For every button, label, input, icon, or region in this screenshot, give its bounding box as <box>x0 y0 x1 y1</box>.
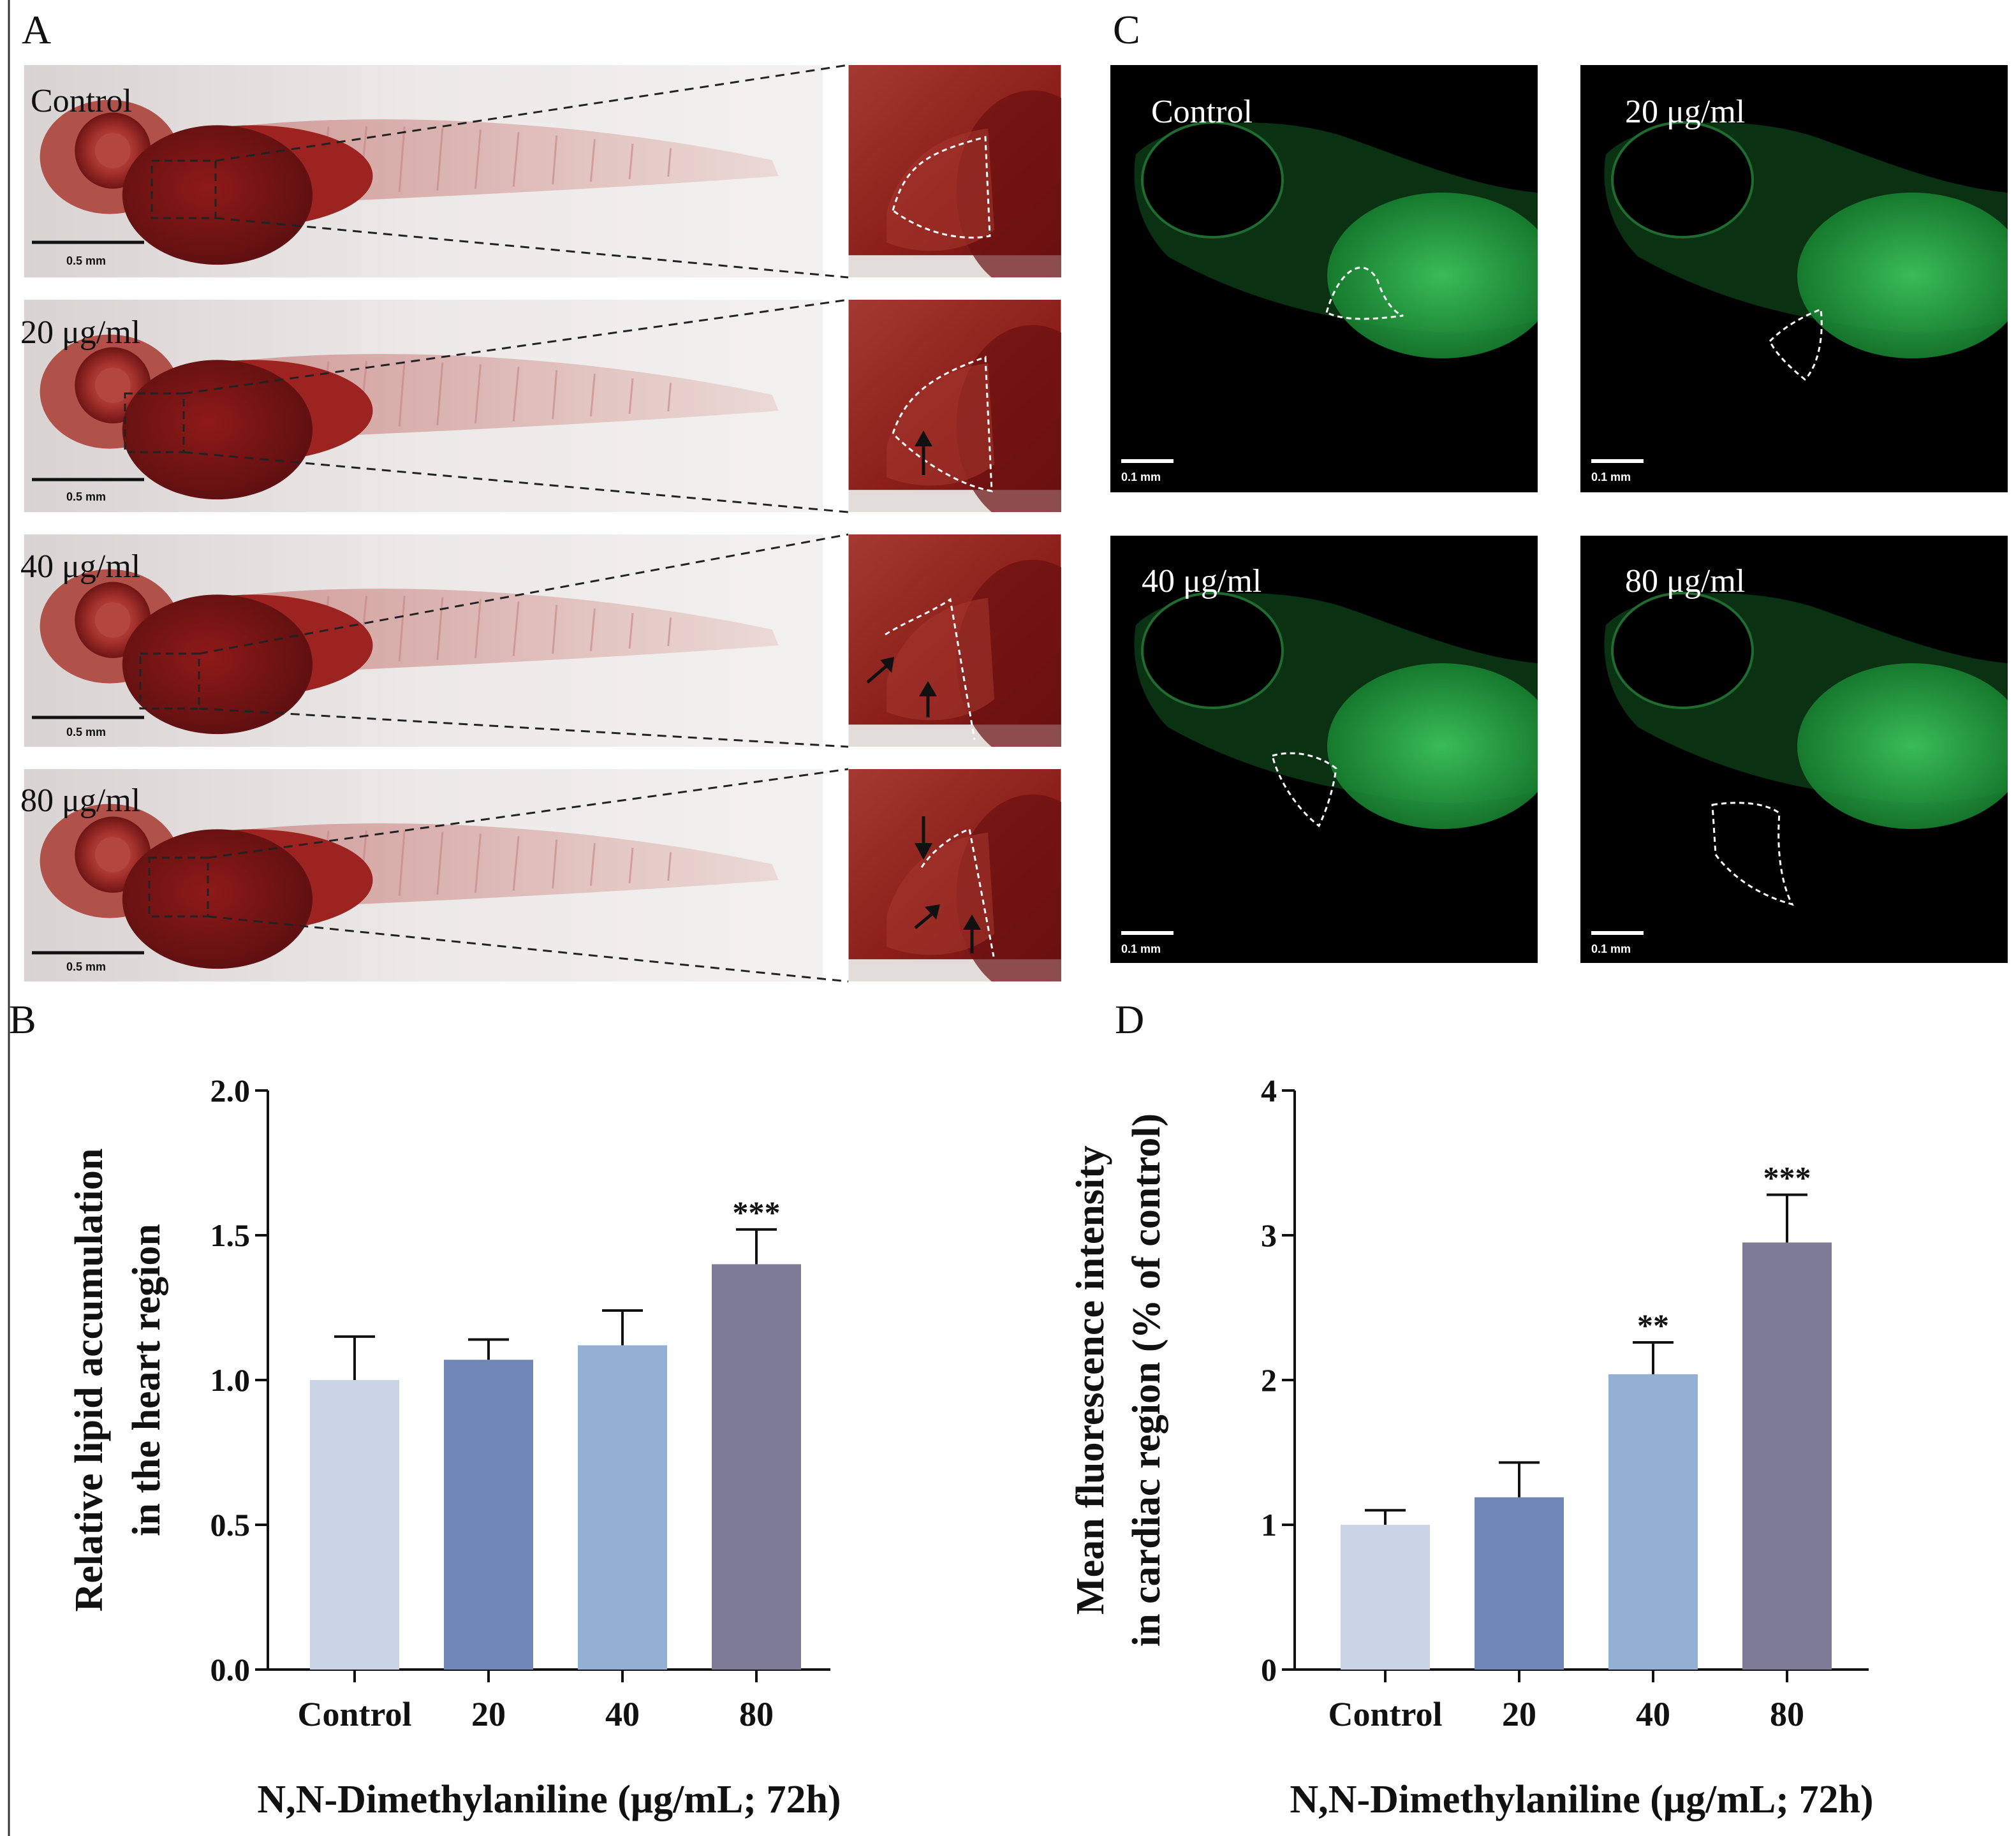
y-tick-label: 0.0 <box>210 1652 251 1687</box>
chart-b: 0.0 0.5 1.0 1.5 2.0 Control 20 40 *** 80 N,N-Dimet… <box>68 1073 841 1821</box>
fish-label-80: 80 μg/ml <box>20 782 140 819</box>
scale-bar-label: 0.5 mm <box>66 960 106 973</box>
bar <box>444 1360 533 1670</box>
x-tick-label: 40 <box>1636 1695 1670 1733</box>
y-tick-label: 1 <box>1261 1507 1277 1543</box>
significance-label: ** <box>1637 1307 1669 1343</box>
x-tick-label: Control <box>1328 1695 1442 1733</box>
significance-label: *** <box>1763 1159 1811 1195</box>
fish-label-40: 40 μg/ml <box>20 548 140 585</box>
x-tick-label: 20 <box>471 1695 506 1733</box>
bar <box>1475 1497 1564 1670</box>
x-axis-title: N,N-Dimethylaniline (μg/mL; 72h) <box>1290 1778 1873 1821</box>
brightfield-row-20: 20 μg/ml 0.5 mm <box>20 298 1061 513</box>
fluorescence-40: 40 μg/ml 0.1 mm <box>1110 536 1538 963</box>
fish-label-control: Control <box>31 83 132 119</box>
panel-a-images: Control 0.5 mm 20 μg/ml 0.5 mm <box>20 64 1061 983</box>
panel-c-letter: C <box>1113 7 1140 52</box>
y-axis-title-line2: in cardiac region (% of control) <box>1125 1113 1168 1647</box>
scale-bar-label: 0.5 mm <box>66 490 106 503</box>
bar <box>1341 1525 1430 1670</box>
scale-bar-label: 0.5 mm <box>66 254 106 267</box>
brightfield-row-control: Control 0.5 mm <box>23 64 1061 279</box>
brightfield-row-40: 40 μg/ml 0.5 mm <box>20 533 1061 748</box>
significance-label: *** <box>733 1194 781 1230</box>
y-axis-title-line1: Relative lipid accumulation <box>68 1149 111 1612</box>
y-tick-label: 2 <box>1261 1362 1277 1398</box>
scale-bar-label: 0.1 mm <box>1591 943 1631 955</box>
y-tick-label: 1.5 <box>210 1217 251 1253</box>
brightfield-row-80: 80 μg/ml 0.5 mm <box>20 768 1061 983</box>
fluorescence-80: 80 μg/ml 0.1 mm <box>1580 536 2008 963</box>
x-tick-label: 20 <box>1502 1695 1536 1733</box>
y-tick-label: 2.0 <box>210 1073 251 1108</box>
x-tick-label: Control <box>297 1695 411 1733</box>
panel-a-letter: A <box>22 7 51 52</box>
y-axis-title-line1: Mean fluorescence intensity <box>1069 1145 1112 1615</box>
y-tick-label: 0.5 <box>210 1507 251 1543</box>
fluorescence-20: 20 μg/ml 0.1 mm <box>1580 65 2008 492</box>
bar <box>578 1345 667 1670</box>
y-tick-label: 3 <box>1261 1217 1277 1253</box>
panel-c-images: Control 0.1 mm 20 μg/ml 0.1 mm 40 μg/ml … <box>1110 65 2008 963</box>
x-tick-label: 80 <box>1770 1695 1804 1733</box>
fluo-label-80: 80 μg/ml <box>1625 563 1745 599</box>
fluorescence-control: Control 0.1 mm <box>1110 65 1538 492</box>
scale-bar-label: 0.1 mm <box>1121 943 1161 955</box>
panel-d-letter: D <box>1115 997 1144 1042</box>
fluo-label-40: 40 μg/ml <box>1142 563 1262 599</box>
bar <box>1742 1242 1832 1670</box>
y-axis-title-line2: in the heart region <box>125 1224 168 1536</box>
bar <box>712 1264 801 1670</box>
bar <box>1608 1374 1698 1670</box>
fish-label-20: 20 μg/ml <box>20 314 140 351</box>
scale-bar-label: 0.5 mm <box>66 726 106 738</box>
panel-b-letter: B <box>9 997 36 1042</box>
fluo-label-20: 20 μg/ml <box>1625 94 1745 130</box>
bar <box>310 1380 399 1670</box>
y-tick-label: 4 <box>1261 1073 1277 1108</box>
scale-bar-label: 0.1 mm <box>1591 471 1631 483</box>
chart-d: 0 1 2 3 4 Control 20 ** 40 *** 80 N,N-Dimethylanili… <box>1069 1073 1874 1821</box>
x-tick-label: 80 <box>739 1695 774 1733</box>
y-tick-label: 1.0 <box>210 1362 251 1398</box>
fluo-label-control: Control <box>1151 94 1253 130</box>
scale-bar-label: 0.1 mm <box>1121 471 1161 483</box>
x-axis-title: N,N-Dimethylaniline (μg/mL; 72h) <box>257 1778 841 1821</box>
y-tick-label: 0 <box>1261 1652 1277 1687</box>
x-tick-label: 40 <box>605 1695 640 1733</box>
